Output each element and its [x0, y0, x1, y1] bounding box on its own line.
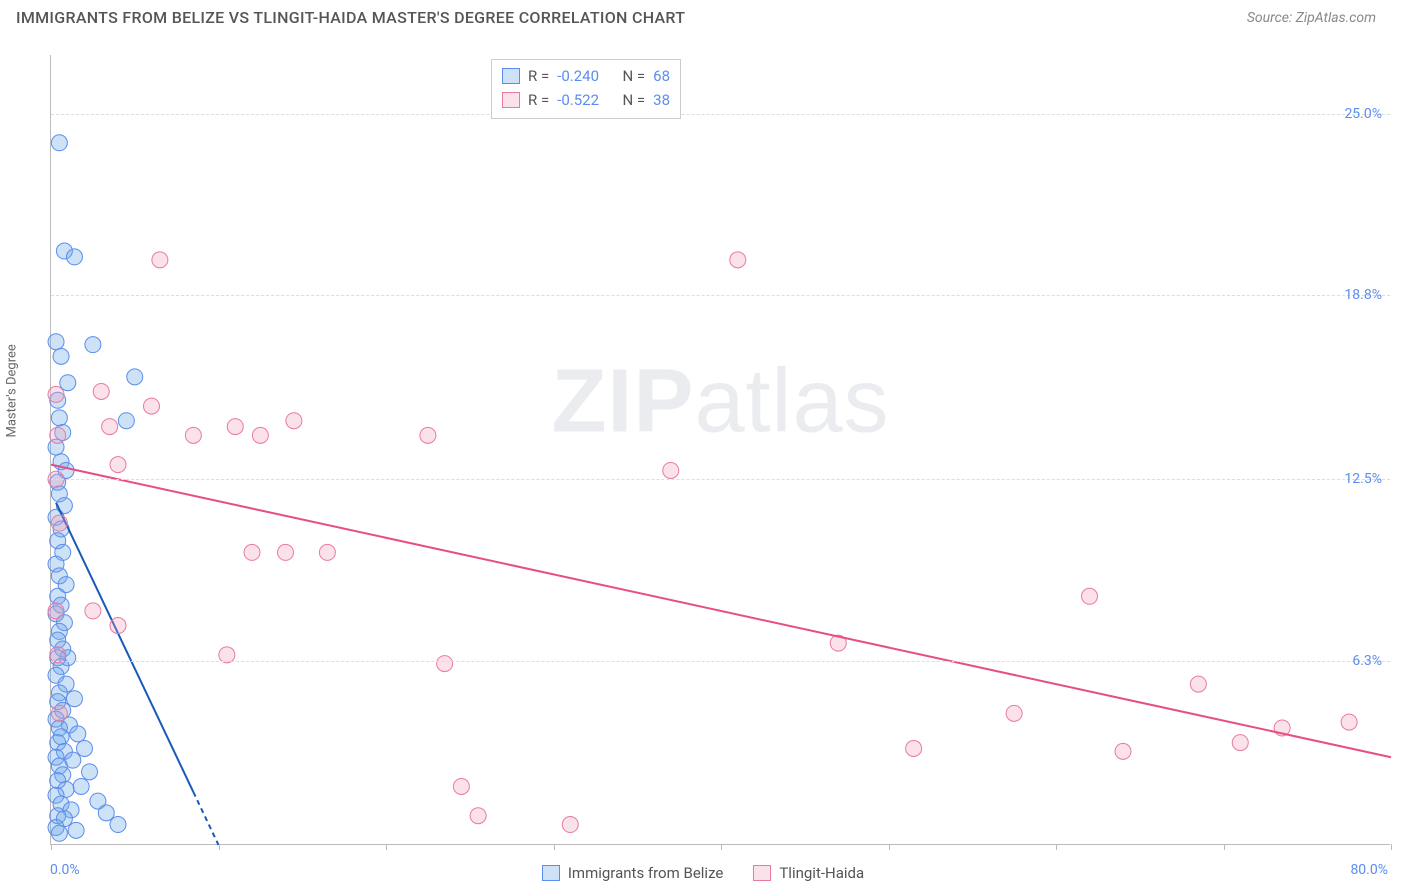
- data-point: [68, 822, 84, 838]
- x-tick: [51, 844, 52, 850]
- data-point: [66, 249, 82, 265]
- series-legend: Immigrants from Belize Tlingit-Haida: [0, 864, 1406, 882]
- data-point: [48, 334, 64, 350]
- legend-swatch: [502, 92, 520, 108]
- x-tick: [889, 844, 890, 850]
- x-tick: [1391, 844, 1392, 850]
- data-point: [93, 383, 109, 399]
- y-tick-label: 6.3%: [1352, 653, 1382, 669]
- data-point: [77, 740, 93, 756]
- x-tick: [1056, 844, 1057, 850]
- gridline: [51, 114, 1390, 115]
- data-point: [730, 252, 746, 268]
- data-point: [437, 656, 453, 672]
- stat-n-label: N =: [622, 88, 645, 112]
- chart-plot-area: ZIPatlas R =-0.240 N =68R =-0.522 N =38 …: [50, 55, 1390, 845]
- data-point: [470, 808, 486, 824]
- data-point: [227, 419, 243, 435]
- data-point: [127, 369, 143, 385]
- legend-label: Immigrants from Belize: [568, 864, 724, 882]
- data-point: [51, 705, 67, 721]
- y-tick-label: 18.8%: [1344, 287, 1382, 303]
- legend-swatch: [502, 68, 520, 84]
- source-attribution: Source: ZipAtlas.com: [1247, 10, 1376, 26]
- data-point: [110, 618, 126, 634]
- data-point: [1190, 676, 1206, 692]
- data-point: [66, 691, 82, 707]
- stats-row: R = -0.522 N = 38: [502, 88, 670, 112]
- data-point: [562, 817, 578, 833]
- stats-row: R = -0.240 N = 68: [502, 64, 670, 88]
- stat-n-value: 38: [653, 88, 670, 112]
- chart-svg: [51, 55, 1390, 844]
- data-point: [85, 337, 101, 353]
- data-point: [51, 825, 67, 841]
- data-point: [1082, 588, 1098, 604]
- legend-swatch: [542, 865, 560, 881]
- gridline: [51, 661, 1390, 662]
- legend-swatch: [753, 865, 771, 881]
- trend-line-dashed: [193, 792, 218, 845]
- y-axis-label: Master's Degree: [5, 344, 20, 437]
- data-point: [51, 515, 67, 531]
- stat-n-label: N =: [622, 64, 645, 88]
- gridline: [51, 295, 1390, 296]
- data-point: [1006, 705, 1022, 721]
- y-tick-label: 12.5%: [1344, 471, 1382, 487]
- data-point: [102, 419, 118, 435]
- page-title: IMMIGRANTS FROM BELIZE VS TLINGIT-HAIDA …: [16, 8, 685, 27]
- legend-item: Immigrants from Belize: [542, 864, 724, 882]
- data-point: [51, 410, 67, 426]
- data-point: [152, 252, 168, 268]
- data-point: [663, 462, 679, 478]
- y-tick-label: 25.0%: [1344, 106, 1382, 122]
- trend-line: [51, 465, 1391, 758]
- legend-item: Tlingit-Haida: [753, 864, 864, 882]
- data-point: [51, 135, 67, 151]
- data-point: [244, 544, 260, 560]
- gridline: [51, 479, 1390, 480]
- data-point: [73, 778, 89, 794]
- data-point: [118, 413, 134, 429]
- x-tick: [554, 844, 555, 850]
- stat-r-value: -0.522: [557, 88, 599, 112]
- data-point: [98, 805, 114, 821]
- data-point: [60, 375, 76, 391]
- data-point: [278, 544, 294, 560]
- data-point: [185, 427, 201, 443]
- x-tick: [1224, 844, 1225, 850]
- data-point: [48, 386, 64, 402]
- data-point: [48, 603, 64, 619]
- x-tick: [219, 844, 220, 850]
- data-point: [70, 726, 86, 742]
- data-point: [1115, 743, 1131, 759]
- data-point: [906, 740, 922, 756]
- stat-r-value: -0.240: [557, 64, 599, 88]
- data-point: [252, 427, 268, 443]
- data-point: [85, 603, 101, 619]
- data-point: [286, 413, 302, 429]
- stats-legend: R = -0.240 N = 68 R = -0.522 N = 38: [491, 59, 681, 119]
- stat-r-label: R =: [528, 88, 549, 112]
- data-point: [82, 764, 98, 780]
- data-point: [144, 398, 160, 414]
- data-point: [1232, 735, 1248, 751]
- stat-n-value: 68: [653, 64, 670, 88]
- data-point: [50, 427, 66, 443]
- data-point: [110, 457, 126, 473]
- x-tick: [386, 844, 387, 850]
- data-point: [453, 778, 469, 794]
- legend-label: Tlingit-Haida: [779, 864, 864, 882]
- data-point: [319, 544, 335, 560]
- data-point: [1341, 714, 1357, 730]
- data-point: [53, 348, 69, 364]
- data-point: [420, 427, 436, 443]
- data-point: [110, 817, 126, 833]
- stat-r-label: R =: [528, 64, 549, 88]
- x-tick: [721, 844, 722, 850]
